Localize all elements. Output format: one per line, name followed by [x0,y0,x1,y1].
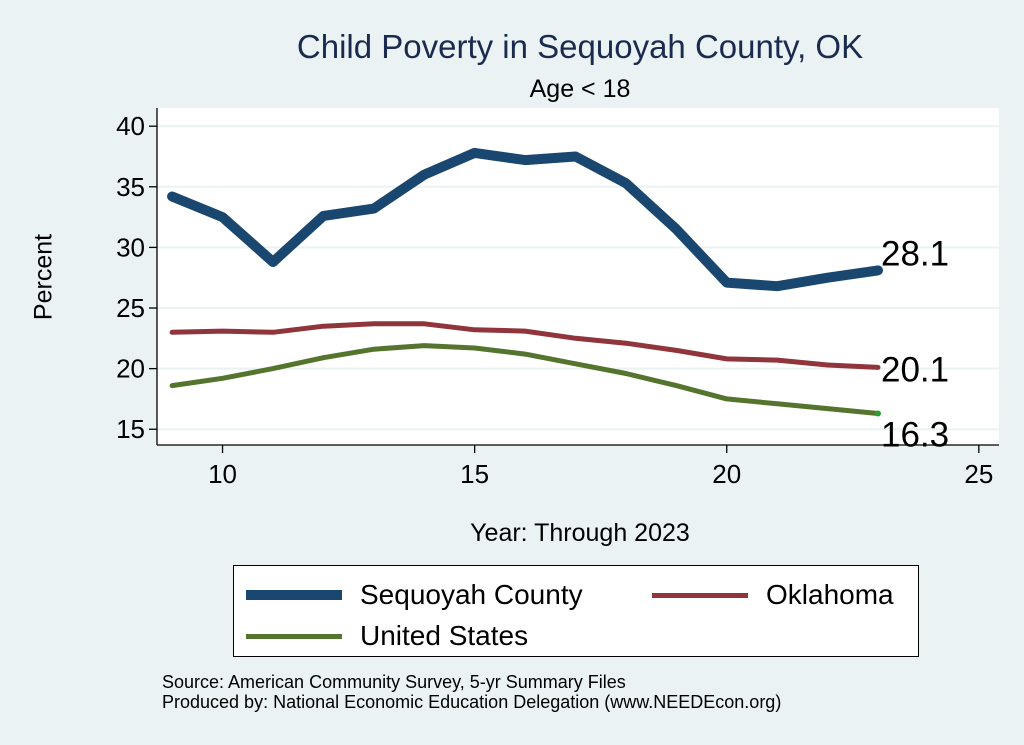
end-label-united-states: 16.3 [881,415,949,454]
legend-swatch-oklahoma [652,592,748,598]
y-tick-label: 25 [116,293,145,323]
x-tick-label: 15 [460,459,489,489]
x-tick-label: 25 [964,459,993,489]
end-label-oklahoma: 20.1 [881,350,949,389]
legend-swatch-united-states [246,633,342,639]
legend-label: Sequoyah County [360,579,583,610]
y-tick-label: 35 [116,172,145,202]
end-labels: 28.1 20.1 16.3 [881,234,949,454]
produced-line: Produced by: National Economic Education… [162,692,782,712]
legend-label: United States [360,620,529,651]
source-note: Source: American Community Survey, 5-yr … [162,672,781,712]
end-marker [874,410,881,417]
series-line-oklahoma [169,321,881,370]
end-label-sequoyah: 28.1 [881,234,949,273]
y-tick-label: 15 [116,414,145,444]
chart-plot: 15 20 25 30 35 40 10 15 20 25 28.1 20.1 16.3 [116,108,999,489]
x-axis-label: Year: Through 2023 [470,519,690,547]
series-line-sequoyah [167,147,883,292]
series-line-united-states [169,343,881,416]
legend-item-united-states: United States [246,620,528,652]
x-tick-label: 10 [208,459,237,489]
chart-subtitle: Age < 18 [529,75,631,103]
x-tick-label: 20 [712,459,741,489]
y-tick-label: 30 [116,232,145,262]
legend-label: Oklahoma [766,579,894,610]
legend-item-sequoyah: Sequoyah County [246,579,583,611]
legend: Sequoyah County Oklahoma United States [233,565,919,657]
y-tick-label: 40 [116,111,145,141]
axes: 15 20 25 30 35 40 10 15 20 25 [116,108,999,489]
gridlines [157,125,999,431]
chart-title: Child Poverty in Sequoyah County, OK [296,28,864,65]
legend-swatch-sequoyah [246,590,342,600]
series-lines [167,147,883,417]
y-tick-label: 20 [116,354,145,384]
legend-item-oklahoma: Oklahoma [652,579,894,611]
source-line: Source: American Community Survey, 5-yr … [162,672,626,692]
